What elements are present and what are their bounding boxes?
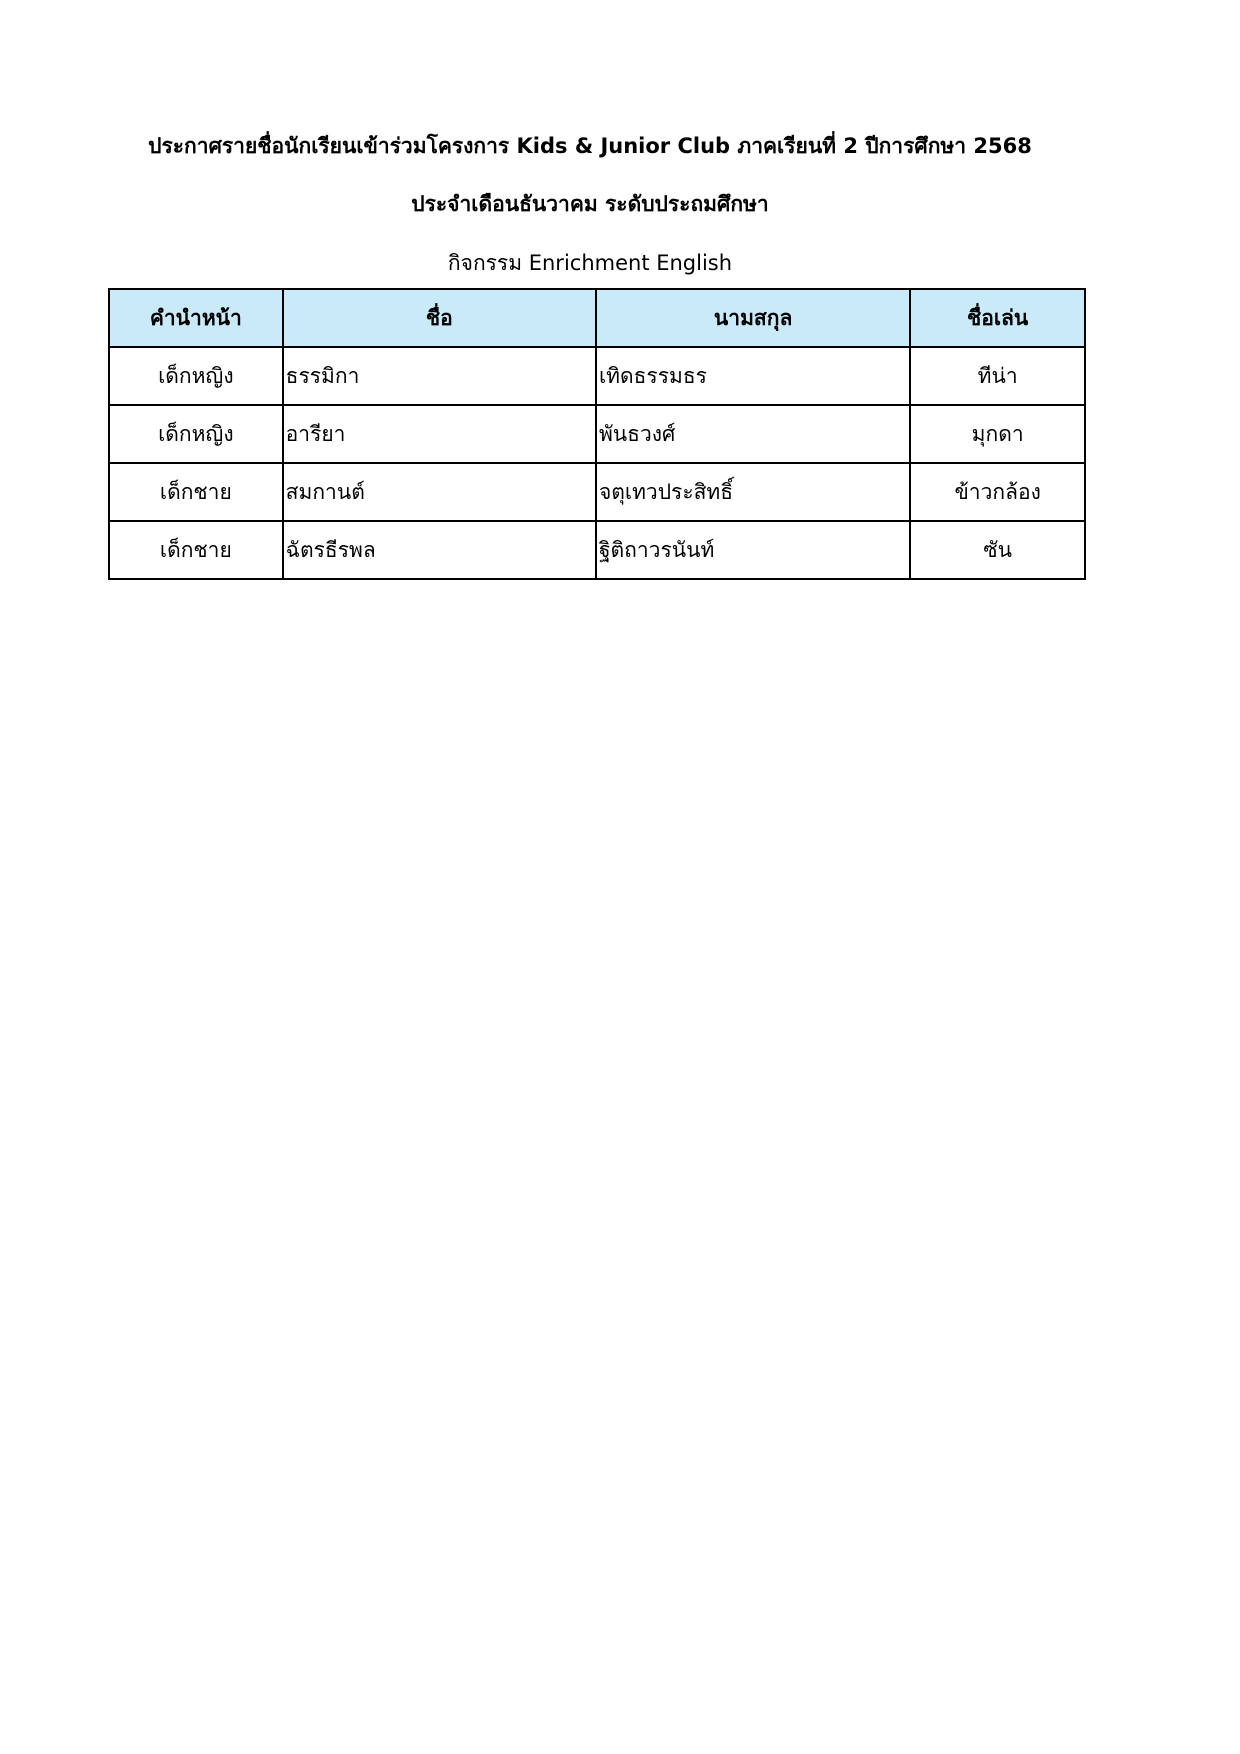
table-header-row: คำนำหน้า ชื่อ นามสกุล ชื่อเล่น (108, 288, 1086, 348)
first-name-cell: อารียา (281, 404, 597, 464)
student-table: คำนำหน้า ชื่อ นามสกุล ชื่อเล่น เด็กหญิง … (108, 288, 1086, 580)
first-name-cell: สมกานต์ (281, 462, 597, 522)
page-title: ประกาศรายชื่อนักเรียนเข้าร่วมโครงการ Kid… (148, 134, 1032, 158)
prefix-cell: เด็กชาย (108, 462, 284, 522)
prefix-cell: เด็กหญิง (108, 404, 284, 464)
last-name-cell: พันธวงศ์ (594, 404, 912, 464)
activity-title: กิจกรรม Enrichment English (447, 251, 733, 275)
table-row: เด็กชาย สมกานต์ จตุเทวประสิทธิ์ ข้าวกล้อ… (108, 462, 1086, 522)
nickname-cell: ข้าวกล้อง (909, 462, 1086, 522)
column-header-nickname: ชื่อเล่น (909, 288, 1086, 348)
last-name-cell: จตุเทวประสิทธิ์ (594, 462, 912, 522)
nickname-cell: มุกดา (909, 404, 1086, 464)
prefix-cell: เด็กหญิง (108, 346, 284, 406)
nickname-cell: ทีน่า (909, 346, 1086, 406)
last-name-cell: เทิดธรรมธร (594, 346, 912, 406)
prefix-cell: เด็กชาย (108, 520, 284, 580)
last-name-cell: ฐิติถาวรนันท์ (594, 520, 912, 580)
column-header-prefix: คำนำหน้า (108, 288, 284, 348)
table-row: เด็กหญิง ธรรมิกา เทิดธรรมธร ทีน่า (108, 346, 1086, 406)
first-name-cell: ฉัตรธีรพล (281, 520, 597, 580)
column-header-first-name: ชื่อ (281, 288, 597, 348)
nickname-cell: ซัน (909, 520, 1086, 580)
first-name-cell: ธรรมิกา (281, 346, 597, 406)
page-subtitle: ประจำเดือนธันวาคม ระดับประถมศึกษา (411, 192, 769, 216)
table-row: เด็กชาย ฉัตรธีรพล ฐิติถาวรนันท์ ซัน (108, 520, 1086, 580)
column-header-last-name: นามสกุล (594, 288, 912, 348)
table-row: เด็กหญิง อารียา พันธวงศ์ มุกดา (108, 404, 1086, 464)
